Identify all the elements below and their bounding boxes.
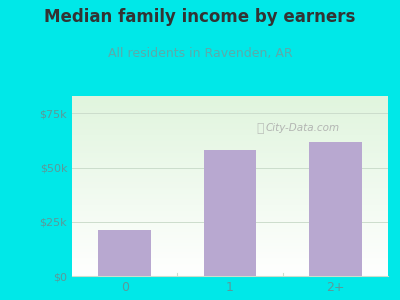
Bar: [309, 142, 362, 276]
Bar: [204, 150, 256, 276]
Text: Median family income by earners: Median family income by earners: [44, 8, 356, 26]
Text: City-Data.com: City-Data.com: [266, 123, 340, 134]
Bar: [98, 230, 151, 276]
Text: ⦿: ⦿: [256, 122, 264, 135]
Text: All residents in Ravenden, AR: All residents in Ravenden, AR: [108, 46, 292, 59]
